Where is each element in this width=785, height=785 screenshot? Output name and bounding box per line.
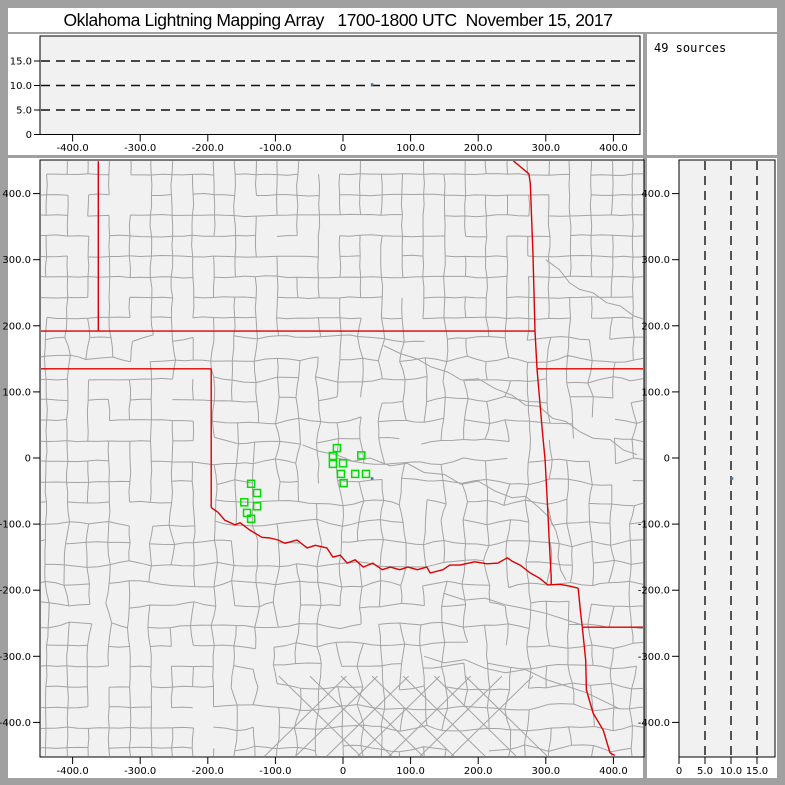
sources-count-panel: 49 sources <box>647 34 777 155</box>
ew-altitude-panel[interactable] <box>8 34 643 155</box>
title-bar: Oklahoma Lightning Mapping Array 1700-18… <box>8 8 777 32</box>
page-title: Oklahoma Lightning Mapping Array 1700-18… <box>63 9 613 30</box>
sources-count-label: 49 sources <box>654 41 727 55</box>
ns-altitude-panel[interactable] <box>647 158 777 778</box>
plan-view-map-panel[interactable] <box>8 158 643 778</box>
